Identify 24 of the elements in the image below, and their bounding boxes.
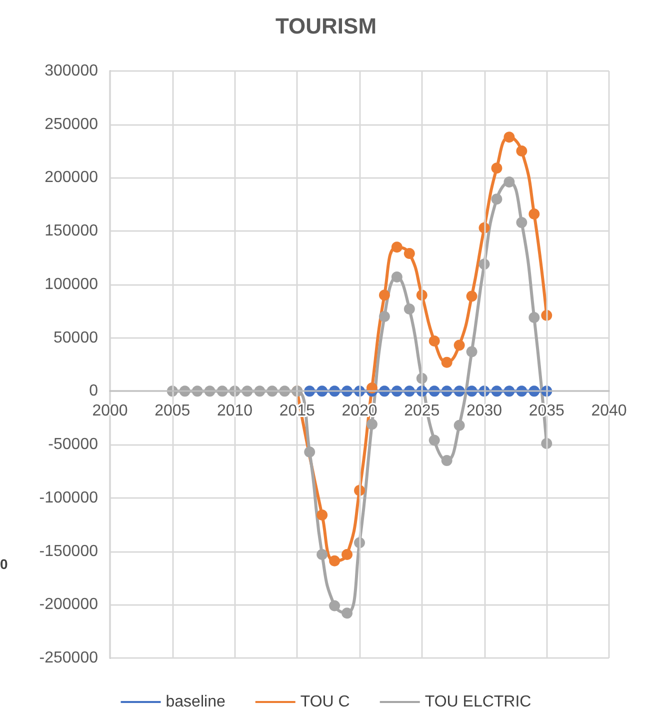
x-tick-label: 2040 bbox=[591, 402, 627, 420]
y-tick-label: 150000 bbox=[44, 222, 98, 240]
y-tick-label: -200000 bbox=[39, 596, 98, 614]
y-tick-label: 50000 bbox=[54, 329, 98, 346]
y-tick-label: 0 bbox=[89, 382, 98, 400]
x-tick-label: 2010 bbox=[216, 402, 253, 420]
y-tick-label: 100000 bbox=[44, 276, 98, 293]
y-tick-label: -50000 bbox=[48, 436, 98, 454]
y-tick-label: -150000 bbox=[39, 542, 98, 560]
chart-title: TOURISM bbox=[275, 14, 377, 38]
x-tick-label: 2030 bbox=[466, 402, 502, 420]
legend-label: baseline bbox=[166, 694, 226, 710]
x-tick-label: 2005 bbox=[154, 402, 190, 420]
x-tick-label: 2035 bbox=[528, 402, 565, 420]
x-tick-label: 2000 bbox=[92, 402, 128, 420]
y-tick-label: -100000 bbox=[39, 489, 98, 506]
text: 0 bbox=[0, 556, 8, 572]
y-tick-label: 300000 bbox=[44, 62, 98, 80]
legend-label: TOU ELCTRIC bbox=[424, 694, 532, 710]
y-tick-label: -250000 bbox=[39, 650, 98, 666]
x-tick-label: 2025 bbox=[404, 402, 440, 420]
y-tick-label: 200000 bbox=[44, 169, 98, 186]
y-tick-label: 250000 bbox=[44, 116, 98, 133]
legend-label: TOU C bbox=[300, 694, 350, 710]
